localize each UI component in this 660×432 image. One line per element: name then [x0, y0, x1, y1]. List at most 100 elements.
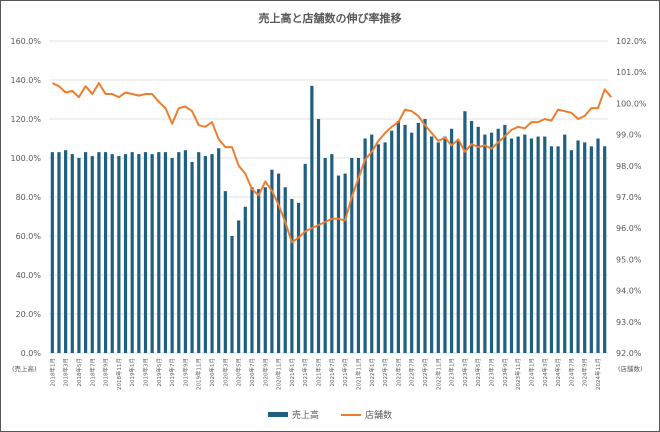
- sales-bar: [350, 158, 354, 353]
- x-tick-label: 2024年11月: [594, 358, 602, 390]
- sales-bar: [123, 154, 128, 353]
- x-tick-label: 2020年9月: [261, 358, 269, 387]
- sales-bar: [217, 148, 221, 353]
- sales-bar: [336, 175, 341, 353]
- sales-bar: [303, 163, 307, 353]
- sales-bar: [370, 134, 374, 353]
- sales-bar: [110, 154, 114, 353]
- sales-bar: [97, 152, 101, 353]
- sales-bar: [469, 120, 474, 353]
- sales-bar: [296, 202, 301, 353]
- sales-bar: [64, 150, 68, 353]
- sales-bar: [589, 146, 593, 353]
- sales-bar: [183, 150, 188, 353]
- sales-bar: [150, 154, 154, 353]
- sales-bar: [330, 154, 334, 353]
- legend-label-sales: 売上高: [291, 411, 319, 421]
- left-tick-label: 120.0%: [10, 115, 41, 124]
- sales-bar: [416, 122, 420, 354]
- x-tick-label: 2020年1月: [208, 358, 216, 387]
- x-tick-label: 2022年5月: [394, 358, 402, 387]
- sales-bar: [90, 156, 94, 353]
- right-tick-label: 98.0%: [616, 162, 642, 171]
- sales-bar: [376, 144, 381, 353]
- sales-bar: [117, 156, 121, 353]
- right-tick-label: 99.0%: [616, 131, 642, 140]
- sales-bar: [243, 206, 247, 353]
- sales-bar: [70, 154, 74, 353]
- x-tick-label: 2021年9月: [341, 358, 349, 387]
- right-tick-label: 97.0%: [616, 193, 642, 202]
- sales-bar: [423, 119, 427, 353]
- sales-bar: [563, 134, 567, 353]
- x-tick-label: 2018年5月: [75, 358, 83, 387]
- x-tick-label: 2019年1月: [128, 358, 136, 387]
- x-tick-label: 2023年5月: [474, 358, 482, 387]
- chart-title: 売上高と店舗数の伸び率推移: [258, 12, 402, 25]
- sales-bar: [190, 161, 194, 353]
- legend-line-swatch: [341, 413, 361, 416]
- x-tick-label: 2022年1月: [368, 358, 376, 387]
- sales-bar: [443, 136, 447, 353]
- x-tick-label: 2020年11月: [275, 358, 283, 390]
- sales-bar: [263, 187, 267, 353]
- sales-bar: [316, 119, 321, 353]
- sales-bar: [463, 111, 467, 353]
- left-tick-label: 20.0%: [16, 310, 42, 319]
- right-tick-label: 101.0%: [616, 68, 647, 77]
- x-tick-label: 2019年11月: [195, 358, 203, 390]
- left-tick-label: 60.0%: [16, 232, 42, 241]
- sales-bar: [383, 142, 387, 353]
- x-tick-label: 2023年9月: [501, 358, 509, 387]
- x-tick-label: 2019年5月: [155, 358, 163, 387]
- sales-bar: [549, 146, 554, 353]
- sales-bar: [576, 140, 580, 353]
- x-tick-label: 2018年1月: [48, 358, 56, 387]
- sales-bar: [270, 169, 274, 353]
- x-tick-label: 2019年7月: [168, 358, 176, 387]
- sales-bar: [569, 150, 573, 353]
- sales-bar: [143, 152, 148, 353]
- right-tick-label: 102.0%: [616, 37, 647, 46]
- x-tick-label: 2022年3月: [381, 358, 389, 387]
- x-tick-label: 2019年3月: [141, 358, 149, 387]
- sales-bar: [603, 146, 607, 353]
- sales-bar: [283, 187, 287, 353]
- sales-bar: [343, 173, 347, 353]
- sales-bar: [177, 152, 181, 353]
- sales-bar: [237, 220, 241, 353]
- sales-bar: [476, 126, 480, 353]
- x-tick-label: 2018年7月: [88, 358, 96, 387]
- sales-bar: [390, 130, 394, 353]
- right-tick-label: 95.0%: [616, 255, 642, 264]
- sales-bar: [583, 142, 587, 353]
- x-tick-label: 2024年9月: [581, 358, 589, 387]
- x-tick-label: 2024年3月: [541, 358, 549, 387]
- sales-bar: [50, 152, 54, 353]
- sales-bar: [223, 191, 227, 353]
- x-tick-label: 2023年3月: [461, 358, 469, 387]
- sales-bar: [556, 146, 560, 353]
- x-tick-label: 2022年7月: [408, 358, 416, 387]
- sales-bar: [210, 154, 214, 353]
- left-tick-label: 40.0%: [16, 271, 42, 280]
- x-tick-label: 2021年11月: [354, 358, 362, 390]
- sales-bar: [84, 152, 88, 353]
- right-tick-label: 93.0%: [616, 318, 642, 327]
- x-tick-label: 2022年9月: [421, 358, 429, 387]
- stores-line: [51, 82, 613, 244]
- x-tick-label: 2024年5月: [554, 358, 562, 387]
- x-tick-label: 2020年5月: [235, 358, 243, 387]
- sales-bar: [257, 189, 261, 353]
- sales-bar: [137, 154, 141, 353]
- sales-bar: [363, 138, 367, 353]
- x-tick-label: 2018年3月: [62, 358, 70, 387]
- sales-bar: [410, 132, 414, 353]
- x-tick-label: 2023年7月: [488, 358, 496, 387]
- right-tick-label: 100.0%: [616, 99, 647, 108]
- x-tick-label: 2024年1月: [527, 358, 535, 387]
- legend: 売上高 店舗数: [0, 408, 660, 421]
- sales-bar: [503, 124, 507, 353]
- legend-item-stores: 店舗数: [341, 408, 392, 421]
